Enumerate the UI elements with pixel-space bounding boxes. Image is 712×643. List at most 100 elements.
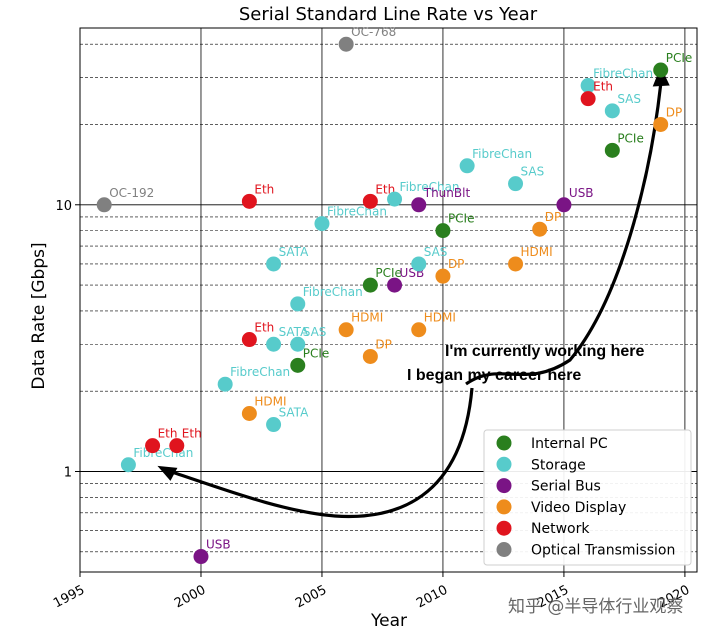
arrow-began-career bbox=[465, 84, 663, 386]
point-label: HDMI bbox=[254, 394, 286, 408]
point-label: SATA bbox=[279, 245, 310, 259]
point-label: SAS bbox=[424, 245, 448, 259]
point-label: ThunBlt bbox=[423, 186, 471, 200]
plot-frame bbox=[79, 27, 698, 573]
point-label: SAS bbox=[617, 92, 641, 106]
data-point bbox=[459, 158, 475, 174]
point-label: HDMI bbox=[424, 311, 456, 325]
point-label: PCIe bbox=[617, 131, 644, 145]
point-label: OC-192 bbox=[109, 186, 154, 200]
data-point bbox=[387, 277, 403, 293]
point-label: DP bbox=[375, 337, 391, 351]
legend-label: Video Display bbox=[531, 500, 626, 516]
point-label: FibreChan bbox=[303, 285, 363, 299]
legend-marker bbox=[496, 542, 512, 557]
data-point bbox=[435, 268, 451, 284]
y-tick-label: 10 bbox=[55, 199, 72, 214]
grid bbox=[79, 28, 697, 572]
point-label: DP bbox=[448, 257, 464, 271]
annotation-career-start: I began my career here bbox=[407, 367, 581, 384]
data-point bbox=[653, 62, 669, 78]
x-tick-label: 1995 bbox=[51, 583, 87, 612]
legend-label: Optical Transmission bbox=[531, 543, 675, 559]
annotation-current-work: I'm currently working here bbox=[445, 343, 645, 360]
data-point bbox=[362, 277, 378, 293]
data-point bbox=[338, 36, 354, 52]
legend-marker bbox=[496, 499, 512, 515]
data-point bbox=[169, 438, 185, 454]
data-point bbox=[241, 405, 257, 421]
point-label: FibreChan bbox=[133, 446, 193, 460]
point-label: FibreChan bbox=[327, 205, 387, 219]
legend-label: Serial Bus bbox=[531, 479, 601, 495]
legend-marker bbox=[496, 520, 512, 536]
legend-marker bbox=[496, 456, 512, 472]
point-label: PCIe bbox=[448, 212, 475, 226]
arrowhead-began-career bbox=[157, 465, 178, 481]
y-axis-label: Data Rate [Gbps] bbox=[29, 242, 49, 389]
x-tick-label: 2005 bbox=[293, 583, 329, 612]
point-label: HDMI bbox=[521, 245, 553, 259]
data-point bbox=[604, 103, 620, 119]
data-point bbox=[435, 223, 451, 239]
data-point bbox=[96, 197, 112, 213]
data-point bbox=[266, 256, 282, 272]
data-point bbox=[508, 176, 524, 192]
point-label: USB bbox=[206, 538, 231, 552]
data-point bbox=[241, 193, 257, 209]
data-point bbox=[290, 336, 306, 352]
point-label: SATA bbox=[279, 406, 310, 420]
legend-box bbox=[483, 429, 692, 566]
point-label: PCIe bbox=[375, 266, 402, 280]
data-point bbox=[411, 197, 427, 213]
x-axis-label: Year bbox=[370, 611, 407, 631]
data-point bbox=[241, 332, 257, 348]
data-points: OC-192 OC-768 FibreChan Eth Eth USB FibreChan E… bbox=[96, 25, 693, 565]
data-point bbox=[556, 197, 572, 213]
data-point bbox=[314, 216, 330, 232]
point-label: FibreChan bbox=[472, 147, 532, 161]
data-point bbox=[338, 322, 354, 338]
data-point bbox=[604, 142, 620, 158]
point-label: Eth bbox=[254, 182, 274, 196]
point-label: HDMI bbox=[351, 311, 383, 325]
data-point bbox=[532, 221, 548, 237]
data-point bbox=[193, 549, 209, 565]
point-label: DP bbox=[666, 105, 682, 119]
point-label: Eth bbox=[254, 321, 274, 335]
data-point bbox=[411, 322, 427, 338]
point-label: USB bbox=[569, 186, 594, 200]
point-label: OC-768 bbox=[351, 25, 396, 39]
data-point bbox=[362, 348, 378, 364]
legend-label: Network bbox=[531, 521, 590, 537]
data-point bbox=[120, 457, 136, 473]
y-tick-label: 1 bbox=[64, 466, 72, 481]
data-point bbox=[653, 116, 669, 132]
data-point bbox=[508, 256, 524, 272]
point-label: SATA bbox=[279, 325, 310, 339]
data-point bbox=[217, 376, 233, 392]
annotation-arrows bbox=[157, 66, 670, 519]
legend-label: Storage bbox=[531, 457, 586, 473]
legend-label: Internal PC bbox=[531, 436, 608, 452]
data-point bbox=[290, 357, 306, 373]
x-tick-label: 2010 bbox=[414, 583, 450, 612]
point-label: FibreChan bbox=[400, 180, 460, 194]
data-point bbox=[580, 91, 596, 107]
point-label: SAS bbox=[303, 325, 327, 339]
point-label: SAS bbox=[521, 165, 545, 179]
data-point bbox=[411, 256, 427, 272]
legend: Internal PC Storage Serial Bus Video Displa… bbox=[483, 429, 692, 566]
data-point bbox=[266, 336, 282, 352]
data-point bbox=[145, 438, 161, 454]
arrow-current-career bbox=[170, 387, 474, 519]
data-point bbox=[290, 296, 306, 312]
data-point bbox=[387, 191, 403, 207]
point-label: PCIe bbox=[666, 51, 693, 65]
point-label: FibreChan bbox=[230, 365, 290, 379]
chart-title: Serial Standard Line Rate vs Year bbox=[239, 4, 538, 25]
data-point bbox=[580, 78, 596, 94]
legend-marker bbox=[496, 478, 512, 494]
point-label: Eth bbox=[182, 427, 202, 441]
